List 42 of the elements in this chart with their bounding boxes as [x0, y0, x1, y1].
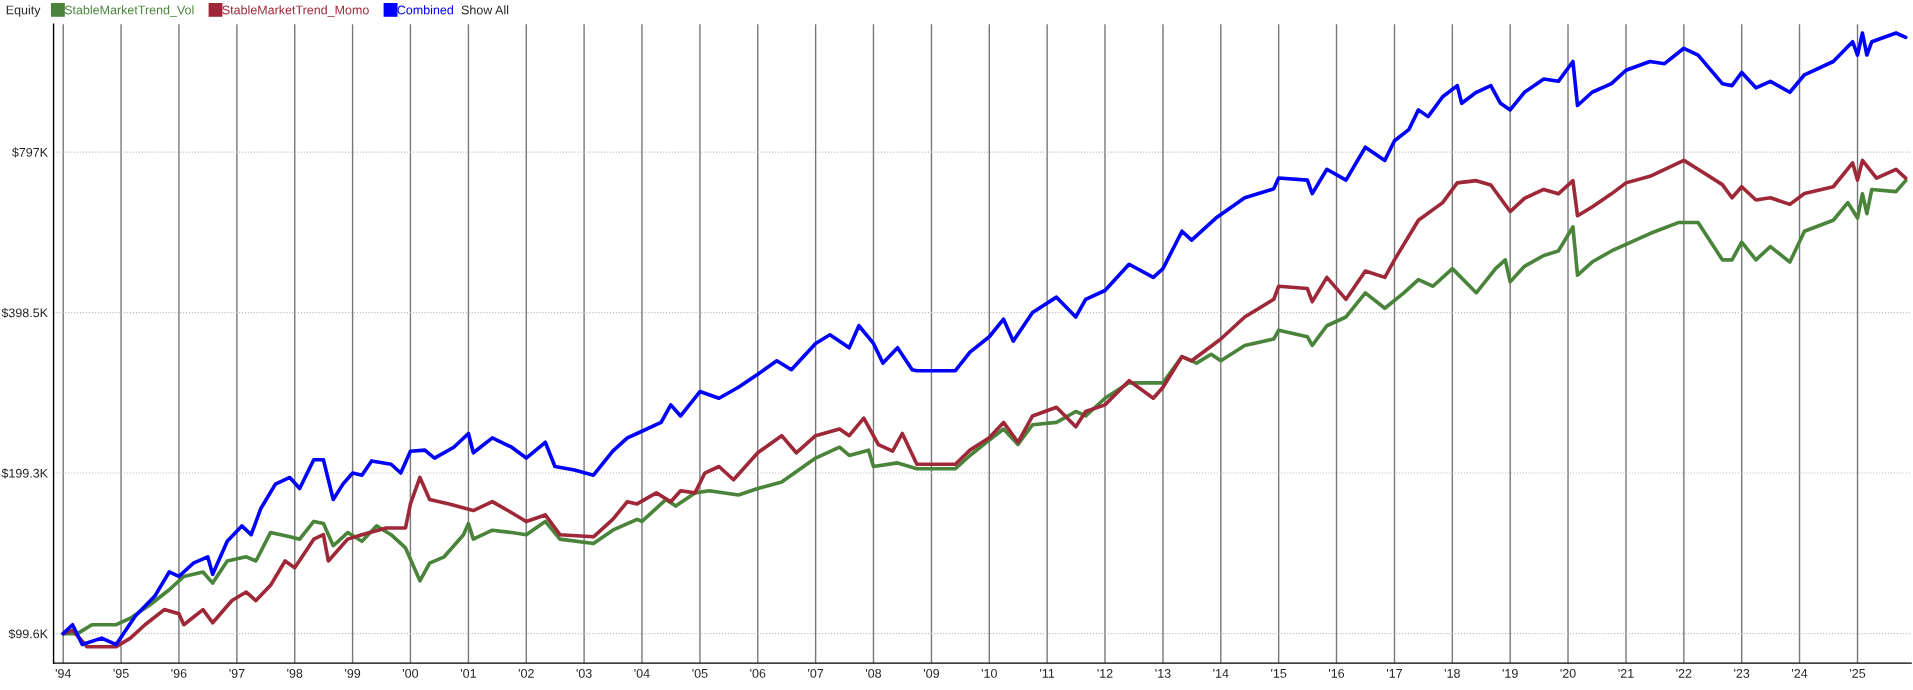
x-tick-label: '19	[1502, 668, 1518, 678]
y-tick-label: $398.5K	[1, 307, 48, 318]
x-tick-label: '98	[287, 668, 303, 678]
x-tick-label: '10	[981, 668, 997, 678]
x-tick-label: '99	[345, 668, 361, 678]
x-tick-label: '14	[1213, 669, 1229, 678]
x-tick-label: '18	[1444, 668, 1460, 678]
legend-label: Combined	[397, 5, 453, 15]
line-series	[61, 31, 1908, 647]
x-tick-label: '12	[1097, 668, 1113, 678]
x-tick-label: '06	[750, 668, 766, 678]
x-tick-label: '22	[1676, 668, 1692, 678]
legend-label: StableMarketTrend_Momo	[222, 5, 369, 17]
x-tick-label: '94	[55, 668, 72, 678]
x-tick-label: '03	[576, 668, 592, 678]
x-tick-label: '23	[1734, 668, 1750, 678]
x-tick-label: '24	[1792, 668, 1808, 678]
x-tick-label: '04	[634, 668, 650, 678]
x-tick-label: '02	[518, 668, 534, 678]
x-tick-label: '11	[1040, 669, 1055, 678]
x-tick-label: '21	[1618, 668, 1634, 678]
x-tick-label: '16	[1328, 668, 1345, 678]
x-tick-label: '20	[1560, 668, 1576, 678]
x-tick-label: '07	[808, 668, 824, 678]
chart-title: Equity	[6, 5, 41, 17]
x-tick-label: '01	[460, 668, 476, 678]
x-tick-label: '09	[923, 668, 940, 678]
text: Show All	[461, 5, 509, 15]
x-tick-label: '13	[1155, 668, 1171, 678]
x-tick-label: '05	[692, 668, 708, 678]
y-tick-label: $797K	[12, 147, 48, 158]
y-tick-label: $99.6K	[8, 628, 48, 640]
x-tick-label: '08	[865, 668, 882, 678]
x-tick-label: '25	[1850, 668, 1866, 678]
x-tick-label: '97	[229, 668, 245, 678]
legend-label: StableMarketTrend_Vol	[64, 5, 194, 17]
x-tick-label: '17	[1386, 669, 1403, 678]
x-tick-label: '95	[113, 668, 129, 678]
y-tick-label: $199.3K	[1, 468, 48, 479]
x-tick-label: '00	[402, 668, 419, 678]
x-tick-label: '15	[1271, 669, 1287, 678]
x-tick-label: '96	[171, 668, 187, 678]
